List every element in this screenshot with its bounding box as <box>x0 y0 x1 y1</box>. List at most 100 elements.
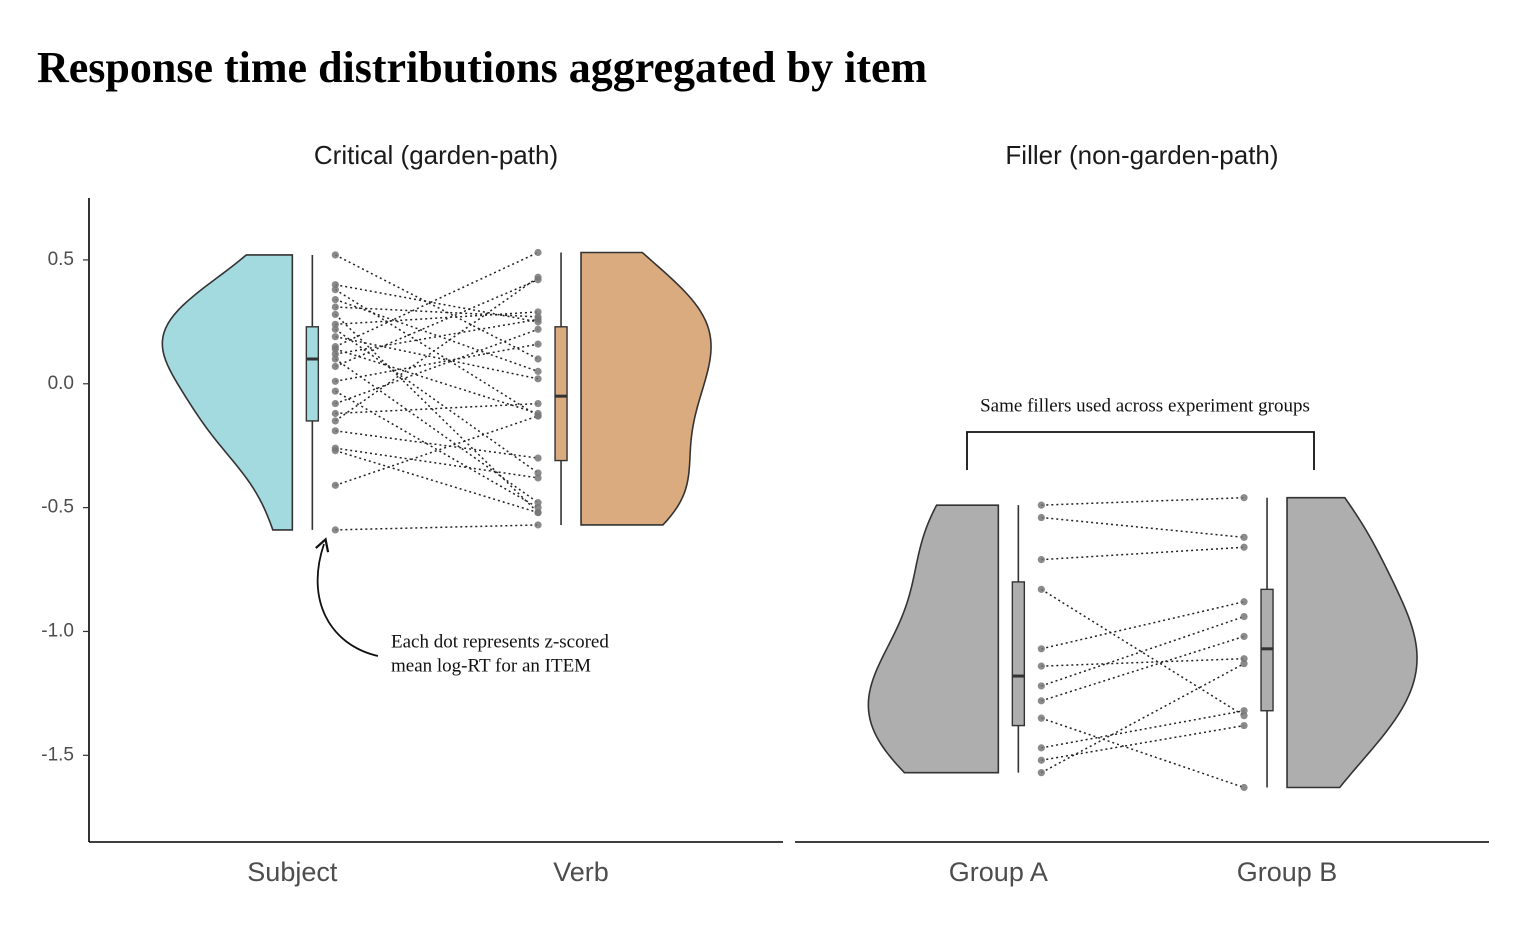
item-dot <box>1037 501 1045 509</box>
item-dot <box>331 362 339 371</box>
item-dot <box>331 320 339 328</box>
pair-line <box>334 276 539 422</box>
pair-line <box>335 524 539 531</box>
item-dot <box>1037 682 1045 690</box>
pair-line <box>1041 496 1245 506</box>
item-dot <box>534 308 542 316</box>
item-dot <box>1240 783 1248 792</box>
y-tick-label: 0.0 <box>48 373 74 394</box>
item-dot <box>331 325 339 333</box>
item-dot <box>534 504 542 512</box>
pair-line <box>334 313 539 514</box>
pair-line <box>335 318 539 355</box>
pair-line <box>334 328 539 474</box>
pair-line <box>1041 657 1245 667</box>
item-dot <box>331 345 339 353</box>
item-dot <box>534 325 542 333</box>
item-dot <box>1240 494 1248 502</box>
pair-line <box>335 335 539 380</box>
box <box>1011 581 1026 727</box>
pair-line <box>335 298 539 373</box>
x-tick-label: Verb <box>553 857 609 887</box>
box <box>554 326 568 462</box>
pair-line <box>1041 615 1245 687</box>
item-dot <box>534 399 542 408</box>
item-dot <box>331 417 339 425</box>
pair-line <box>335 283 539 323</box>
item-dot <box>331 333 339 341</box>
item-dot <box>1037 714 1045 722</box>
pair-line <box>335 328 539 405</box>
item-dot <box>1240 533 1248 541</box>
item-dot <box>331 251 339 259</box>
item-dot <box>331 387 339 395</box>
item-dot <box>331 281 339 289</box>
item-dot <box>331 447 339 455</box>
item-dot <box>1240 598 1248 606</box>
violin <box>580 251 712 526</box>
item-dot <box>1037 662 1045 670</box>
item-dot <box>534 474 542 482</box>
violin <box>867 504 1000 774</box>
pair-line <box>335 415 539 487</box>
pair-line <box>1041 635 1245 702</box>
item-dot <box>1240 613 1248 621</box>
item-dot <box>331 355 339 363</box>
item-dot <box>1240 712 1248 720</box>
item-dot <box>1037 585 1045 593</box>
pair-line <box>1041 516 1245 539</box>
pair-line <box>335 343 539 383</box>
pair-line <box>335 430 539 459</box>
annotation: mean log-RT for an ITEM <box>391 655 591 676</box>
item-dot <box>534 375 542 383</box>
item-dot <box>331 526 339 534</box>
item-dot <box>1037 769 1045 777</box>
pair-line <box>335 311 539 326</box>
item-dot <box>1240 632 1248 641</box>
pair-line <box>335 449 539 514</box>
item-dot <box>1037 645 1045 653</box>
box <box>305 326 320 422</box>
item-dot <box>1240 707 1248 715</box>
annotation-bracket <box>966 431 1315 470</box>
item-dot <box>1240 721 1248 730</box>
violin <box>161 254 294 531</box>
facet-title: Critical (garden-path) <box>314 140 558 170</box>
pair-line <box>334 358 539 504</box>
item-dot <box>331 481 339 489</box>
pair-line <box>1041 724 1245 762</box>
annotation-arrow <box>315 537 379 657</box>
x-tick-label: Subject <box>247 857 338 887</box>
item-dot <box>534 315 542 323</box>
pair-line <box>335 402 539 415</box>
item-dot <box>331 286 339 294</box>
pair-line <box>335 447 539 479</box>
item-dot <box>1037 697 1045 705</box>
y-tick-label: -1.5 <box>41 744 74 765</box>
facet-title: Filler (non-garden-path) <box>1005 140 1278 170</box>
x-tick-label: Group B <box>1237 857 1338 887</box>
pair-line <box>334 390 539 509</box>
y-tick-label: -1.0 <box>41 620 74 641</box>
item-dot <box>1037 744 1045 752</box>
x-tick-label: Group A <box>949 857 1048 887</box>
item-dot <box>534 499 542 507</box>
item-dot <box>534 508 542 517</box>
item-dot <box>534 454 542 462</box>
item-dot <box>1037 513 1045 522</box>
item-dot <box>331 295 339 304</box>
pair-line <box>1041 717 1245 789</box>
item-dot <box>534 469 542 477</box>
item-dot <box>331 377 339 385</box>
y-tick-label: -0.5 <box>41 497 74 518</box>
pair-line <box>1041 546 1245 561</box>
item-dot <box>331 310 339 319</box>
item-dot <box>331 427 339 435</box>
pair-line <box>335 306 539 318</box>
item-dot <box>331 399 339 408</box>
pair-line <box>1041 709 1245 749</box>
item-dot <box>1240 543 1248 551</box>
pair-line <box>335 348 539 415</box>
pair-line <box>335 279 539 368</box>
